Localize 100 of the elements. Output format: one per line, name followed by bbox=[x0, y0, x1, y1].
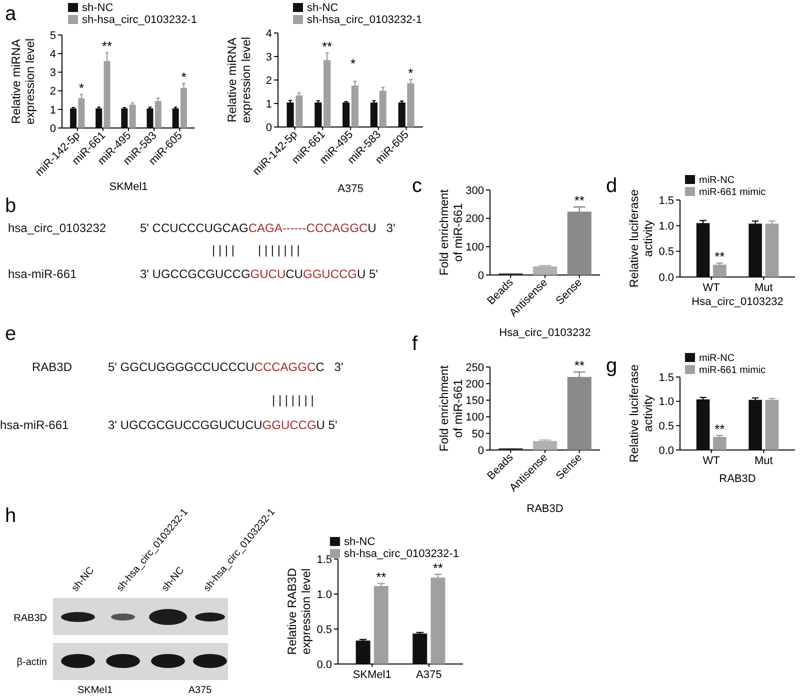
y-tick-label: 200 bbox=[466, 378, 484, 390]
x-axis-title: RAB3D bbox=[526, 503, 564, 515]
text: A375 bbox=[188, 685, 212, 696]
bar bbox=[172, 108, 179, 128]
x-tick-label: WT bbox=[702, 455, 720, 467]
y-tick-label: 0 bbox=[266, 122, 272, 134]
x-axis-title: SKMel1 bbox=[109, 181, 148, 193]
y-tick-label: 2 bbox=[266, 74, 272, 87]
y-tick-label: 0.0 bbox=[658, 272, 674, 284]
annotation: * bbox=[408, 66, 414, 81]
bar bbox=[696, 399, 710, 450]
text: c bbox=[412, 175, 422, 197]
annotation: * bbox=[350, 56, 356, 71]
bar bbox=[532, 266, 558, 275]
text: h bbox=[5, 505, 16, 527]
text: U 5' bbox=[356, 267, 378, 281]
bar bbox=[765, 400, 779, 450]
y-tick-label: 150 bbox=[466, 395, 484, 408]
annotation: ** bbox=[432, 560, 444, 576]
x-axis-title: A375 bbox=[338, 183, 364, 195]
y-tick-label: 0.0 bbox=[658, 444, 674, 457]
annotation: ** bbox=[714, 421, 725, 436]
text: CCCAGGC bbox=[254, 360, 316, 374]
y-tick-label: 100 bbox=[466, 242, 484, 254]
annotation: ** bbox=[574, 193, 584, 208]
y-tick-label: 0 bbox=[478, 270, 484, 282]
y-tick-label: 250 bbox=[466, 362, 484, 374]
y-tick-label: 0 bbox=[478, 444, 484, 457]
legend-label: miR-NC bbox=[699, 175, 735, 186]
text: 5' CCUCCCUGCAG bbox=[140, 221, 248, 235]
bar bbox=[748, 400, 762, 450]
bar bbox=[374, 586, 388, 664]
legend-label: sh-hsa_circ_0103232-1 bbox=[82, 14, 197, 26]
y-tick-label: 1.5 bbox=[658, 372, 674, 384]
annotation: ** bbox=[376, 570, 386, 584]
bar bbox=[121, 108, 128, 128]
y-axis-title: Relative luciferase activity bbox=[627, 364, 655, 463]
annotation: * bbox=[78, 80, 84, 96]
legend-label: sh-NC bbox=[82, 2, 114, 14]
x-tick-label: WT bbox=[702, 282, 720, 294]
y-tick-label: 200 bbox=[466, 213, 484, 226]
text: CAGA------CCCAGGC bbox=[248, 221, 368, 235]
y-tick-label: 1.5 bbox=[658, 194, 674, 207]
y-tick-label: 300 bbox=[466, 184, 484, 197]
legend-label: sh-NC bbox=[307, 2, 338, 14]
y-tick-label: 5 bbox=[50, 30, 56, 42]
text: e bbox=[5, 323, 16, 345]
y-tick-label: 2 bbox=[50, 86, 56, 98]
text: GUCU bbox=[250, 267, 286, 281]
y-tick-label: 0 bbox=[50, 122, 56, 135]
y-tick-label: 3 bbox=[266, 51, 272, 64]
y-tick-label: 4 bbox=[50, 48, 56, 60]
bar bbox=[412, 634, 428, 664]
bar bbox=[78, 98, 85, 128]
y-tick-label: 4 bbox=[266, 28, 272, 40]
text: b bbox=[5, 195, 16, 217]
text: SKMel1 bbox=[77, 685, 113, 696]
y-tick-label: 1.0 bbox=[658, 220, 674, 233]
y-tick-label: 0.5 bbox=[658, 246, 674, 258]
x-axis-title: RAB3D bbox=[719, 473, 756, 485]
text: g bbox=[606, 355, 618, 377]
text: RAB3D bbox=[32, 360, 72, 374]
bar bbox=[154, 100, 162, 128]
bar bbox=[96, 108, 102, 128]
y-axis-title: Relative miRNA expression level bbox=[225, 36, 253, 124]
bar bbox=[748, 224, 762, 277]
text: a bbox=[5, 3, 17, 25]
x-tick-label: Mut bbox=[754, 282, 773, 294]
y-tick-label: 1 bbox=[50, 104, 56, 116]
bar bbox=[407, 83, 414, 127]
bar bbox=[342, 102, 350, 127]
text: hsa_circ_0103232 bbox=[8, 221, 106, 235]
text: GGUCCG bbox=[262, 418, 316, 432]
text: d bbox=[606, 175, 618, 197]
x-axis-title: Hsa_circ_0103232 bbox=[692, 296, 784, 308]
y-axis-title: Relative miRNA expression level bbox=[9, 38, 37, 125]
bar bbox=[532, 441, 558, 450]
bar bbox=[129, 104, 136, 128]
x-axis-title: Hsa_circ_0103232 bbox=[499, 327, 591, 339]
text: f bbox=[412, 333, 418, 355]
y-tick-label: 50 bbox=[472, 428, 484, 440]
text: 3' UGCGCGUCCGGUCUCU bbox=[108, 418, 262, 432]
text: GGUCCG bbox=[302, 267, 357, 281]
y-axis-title: Relative RAB3D expression level bbox=[285, 568, 313, 655]
text: CU bbox=[286, 267, 303, 281]
y-tick-label: 0.0 bbox=[316, 658, 332, 671]
bar bbox=[70, 108, 77, 128]
text: | | | | | | | bbox=[258, 243, 300, 257]
bar bbox=[286, 102, 294, 127]
text: C 3' bbox=[316, 360, 344, 374]
bar bbox=[713, 264, 726, 277]
y-tick-label: 1.0 bbox=[658, 396, 674, 408]
bar bbox=[713, 436, 726, 450]
bar bbox=[398, 102, 406, 127]
annotation: ** bbox=[574, 358, 584, 373]
y-axis-title: Fold enrichment of miR-661 bbox=[437, 364, 465, 452]
y-tick-label: 1.5 bbox=[316, 554, 332, 566]
bar bbox=[379, 90, 386, 127]
text: | | | | bbox=[212, 243, 234, 257]
y-axis-title: Relative luciferase activity bbox=[627, 189, 655, 288]
